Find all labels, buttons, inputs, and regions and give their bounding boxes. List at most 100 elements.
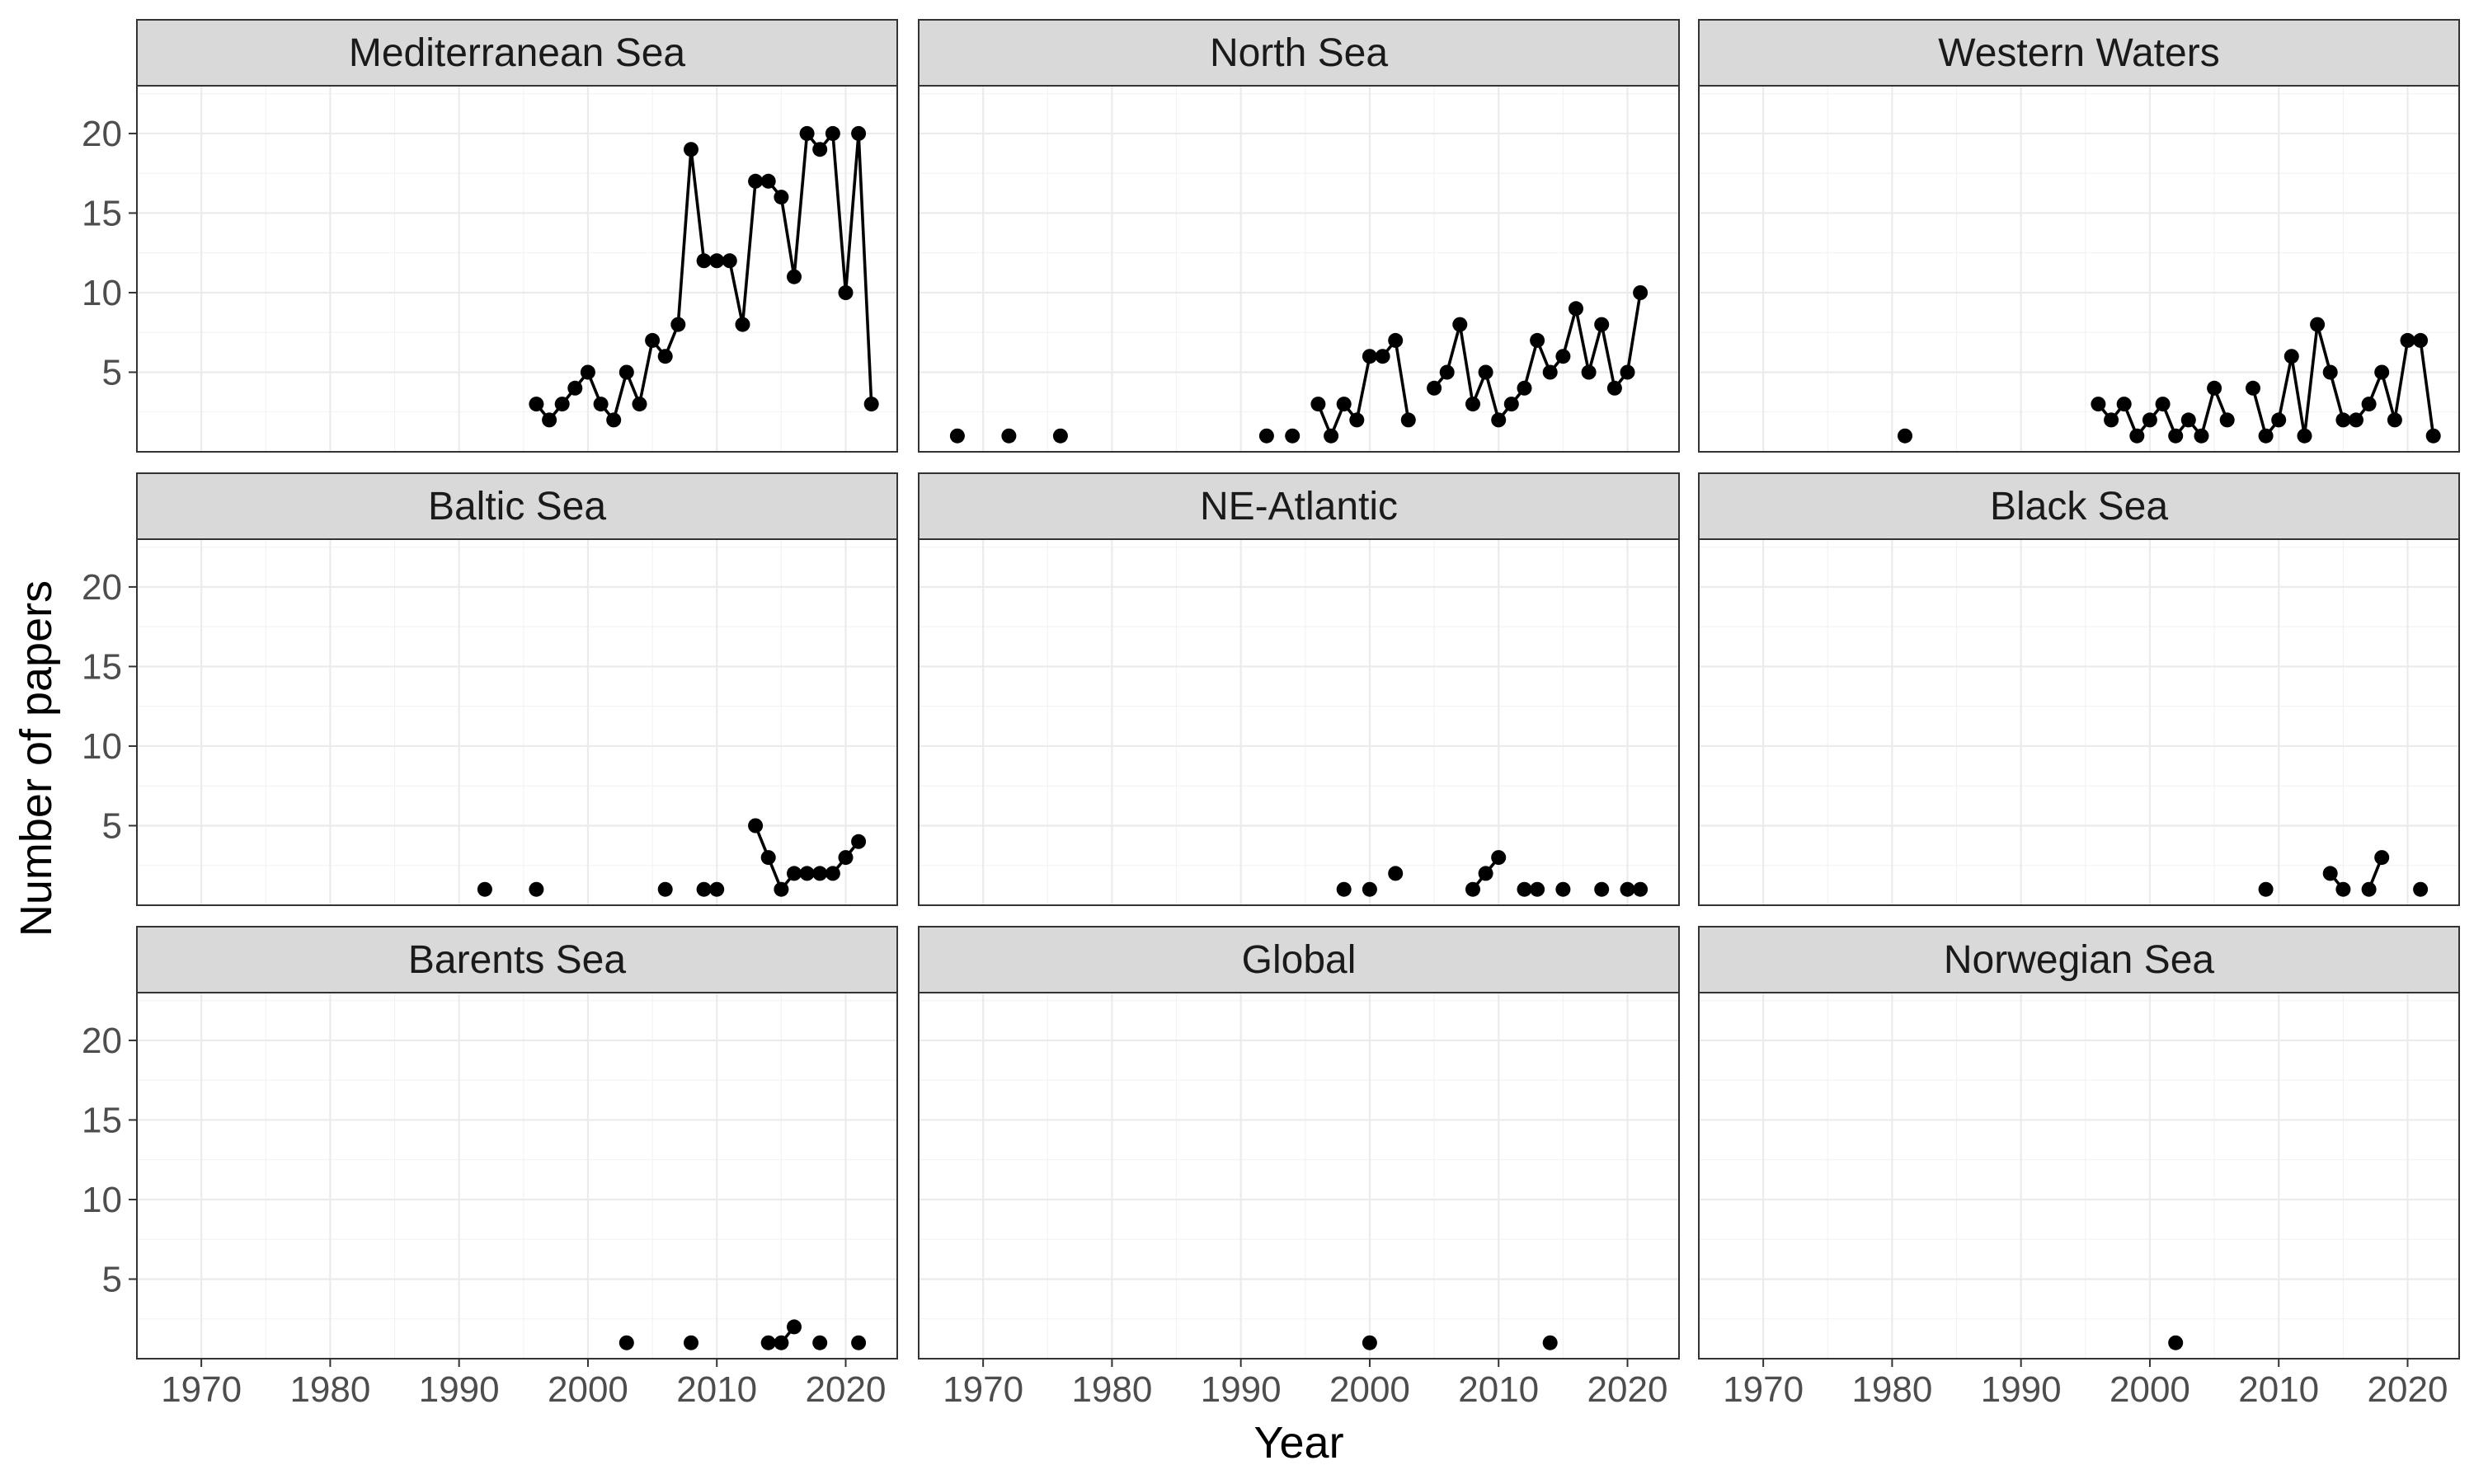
data-point xyxy=(1362,349,1377,364)
data-point xyxy=(1530,332,1545,348)
panel-border xyxy=(918,992,1680,1360)
x-tick-label: 2000 xyxy=(2109,1369,2190,1410)
data-point xyxy=(2413,332,2429,348)
panel-background xyxy=(137,86,897,452)
data-point xyxy=(2258,428,2274,444)
y-axis-title: Number of papers xyxy=(12,580,61,937)
facet-title: Barents Sea xyxy=(408,938,626,982)
x-tick-label: 1980 xyxy=(1851,1369,1932,1410)
facet-title: Mediterranean Sea xyxy=(349,31,686,75)
y-tick-label: 10 xyxy=(82,273,122,313)
data-point xyxy=(696,253,712,269)
data-point xyxy=(838,850,854,866)
data-point xyxy=(2297,428,2312,444)
facet-black-sea: Black Sea xyxy=(1698,472,2460,906)
panel-background xyxy=(137,993,897,1359)
data-point xyxy=(825,125,840,141)
facet-title: North Sea xyxy=(1210,31,1388,75)
data-point xyxy=(618,1335,634,1350)
data-point xyxy=(1620,364,1635,380)
data-point xyxy=(2425,428,2441,444)
x-tick-label: 1990 xyxy=(1981,1369,2062,1410)
x-tick-label: 1980 xyxy=(1071,1369,1152,1410)
data-point xyxy=(1362,1335,1377,1350)
facet-strip xyxy=(136,19,898,87)
data-point xyxy=(1478,866,1493,881)
facet-strip xyxy=(918,19,1680,87)
data-point xyxy=(684,1335,698,1350)
data-point xyxy=(1324,428,1339,444)
x-tick-label: 2020 xyxy=(1587,1369,1668,1410)
facet-strip xyxy=(1698,19,2460,87)
y-tick-label: 10 xyxy=(82,1180,122,1220)
data-point xyxy=(2168,1335,2184,1350)
x-tick-label: 2000 xyxy=(548,1369,628,1410)
facet-strip xyxy=(136,926,898,993)
x-tick-label: 1980 xyxy=(289,1369,370,1410)
data-point xyxy=(735,317,750,332)
x-tick-label: 1990 xyxy=(1201,1369,1282,1410)
data-point xyxy=(2387,412,2402,428)
y-tick-label: 5 xyxy=(102,805,122,846)
data-point xyxy=(1001,428,1017,444)
data-point xyxy=(949,428,965,444)
data-point xyxy=(1633,881,1649,897)
data-point xyxy=(684,142,698,157)
facet-north-sea: North Sea xyxy=(918,19,1680,453)
data-point xyxy=(1633,285,1649,300)
data-point xyxy=(787,866,802,881)
data-point xyxy=(2284,349,2299,364)
data-point xyxy=(1503,397,1519,412)
data-point xyxy=(1620,881,1635,897)
data-point xyxy=(1491,850,1507,866)
data-point xyxy=(1542,364,1558,380)
data-point xyxy=(529,881,544,897)
facet-strip xyxy=(918,472,1680,540)
panel-border xyxy=(136,992,898,1360)
data-point xyxy=(1388,866,1404,881)
data-point xyxy=(2322,364,2338,380)
facet-panels: Mediterranean Sea North Sea Western Waters… xyxy=(136,19,2460,1360)
data-point xyxy=(2129,428,2145,444)
data-point xyxy=(774,190,789,205)
data-point xyxy=(760,1335,776,1350)
data-point xyxy=(1898,428,1912,444)
data-point xyxy=(2361,397,2377,412)
data-point xyxy=(1569,301,1583,317)
data-point xyxy=(1349,412,1365,428)
facet-title: Black Sea xyxy=(1990,485,2168,528)
y-tick-label: 15 xyxy=(82,193,122,233)
data-point xyxy=(1542,1335,1558,1350)
data-point xyxy=(709,881,725,897)
panel-background xyxy=(919,993,1679,1359)
y-tick-label: 10 xyxy=(82,726,122,767)
data-point xyxy=(2155,397,2171,412)
data-point xyxy=(2335,412,2351,428)
panel-border xyxy=(1698,538,2460,906)
x-tick-label: 2020 xyxy=(2368,1369,2448,1410)
data-point xyxy=(1478,364,1493,380)
data-point xyxy=(645,332,661,348)
data-point xyxy=(2349,412,2363,428)
data-point xyxy=(2194,428,2209,444)
panel-background xyxy=(137,539,897,905)
data-point xyxy=(2091,397,2106,412)
y-tick-label: 15 xyxy=(82,646,122,687)
data-point xyxy=(657,349,673,364)
x-tick-label: 1970 xyxy=(1723,1369,1804,1410)
data-point xyxy=(851,1335,867,1350)
facet-strip xyxy=(918,926,1680,993)
facet-strip xyxy=(1698,926,2460,993)
panel-border xyxy=(1698,85,2460,453)
data-point xyxy=(1452,317,1468,332)
data-point xyxy=(1310,397,1326,412)
data-point xyxy=(618,364,634,380)
x-tick-label: 2010 xyxy=(2238,1369,2319,1410)
data-point xyxy=(1439,364,1455,380)
data-point xyxy=(2142,412,2157,428)
data-point xyxy=(1517,881,1532,897)
panel-background xyxy=(1699,993,2459,1359)
facet-norwegian-sea: Norwegian Sea xyxy=(1698,926,2460,1360)
data-point xyxy=(1555,881,1571,897)
